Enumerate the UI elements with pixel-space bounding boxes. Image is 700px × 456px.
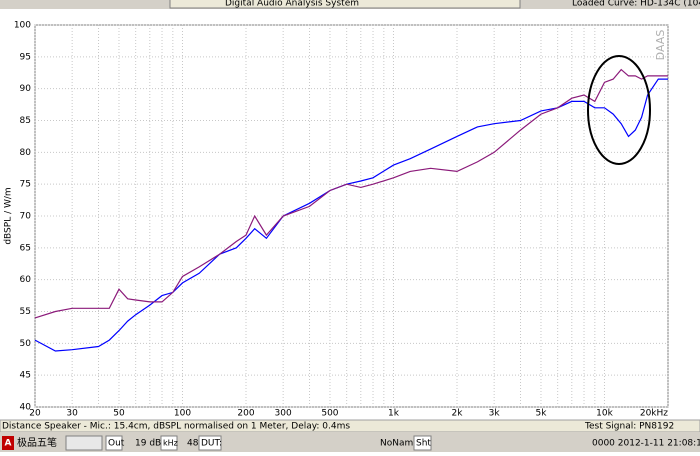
y-tick-label: 75 bbox=[20, 180, 31, 190]
highlight-ellipse bbox=[587, 55, 651, 165]
ime-name: 极品五笔 bbox=[17, 436, 57, 449]
y-tick-label: 40 bbox=[20, 403, 32, 413]
y-tick-label: 45 bbox=[20, 371, 31, 381]
ime-buttons[interactable] bbox=[65, 435, 103, 451]
ime-icon[interactable] bbox=[2, 436, 14, 450]
y-axis-label: dBSPL / W/m bbox=[4, 187, 14, 244]
x-tick-label: 2k bbox=[452, 409, 464, 419]
x-tick-label: 5k bbox=[535, 409, 547, 419]
y-tick-label: 50 bbox=[20, 339, 32, 349]
x-tick-label: 20kHz bbox=[640, 409, 668, 419]
x-tick-label: 100 bbox=[174, 409, 191, 419]
x-tick-label: 300 bbox=[275, 409, 292, 419]
y-tick-label: 55 bbox=[20, 307, 31, 317]
x-tick-label: 1k bbox=[388, 409, 400, 419]
out-button[interactable] bbox=[105, 435, 123, 451]
y-tick-label: 100 bbox=[14, 21, 31, 31]
dut-button[interactable] bbox=[198, 435, 222, 451]
dut: DUT: bbox=[201, 439, 222, 449]
out-label: Out bbox=[108, 439, 125, 449]
level: 19 dB bbox=[135, 439, 161, 449]
y-tick-label: 85 bbox=[20, 116, 31, 126]
sht-button[interactable] bbox=[413, 435, 432, 451]
status-info: Distance Speaker - Mic.: 15.4cm, dBSPL n… bbox=[2, 422, 350, 432]
x-tick-label: 20 bbox=[29, 409, 41, 419]
test-signal: Test Signal: PN8192 bbox=[584, 422, 674, 432]
y-tick-label: 65 bbox=[20, 243, 31, 253]
ime-icon-label: A bbox=[5, 439, 12, 449]
x-tick-label: 10k bbox=[596, 409, 613, 419]
chart: 40 45 50 55 60 65 70 75 80 85 90 95 100 20 30 50 100 200 3… bbox=[14, 21, 669, 419]
unit: kHz bbox=[163, 439, 178, 448]
y-tick-label: 90 bbox=[20, 84, 32, 94]
x-tick-label: 200 bbox=[237, 409, 254, 419]
x-tick-label: 30 bbox=[66, 409, 78, 419]
loaded-curve: Loaded Curve: HD-134C (1045) bbox=[572, 0, 700, 9]
sht: Sht bbox=[416, 439, 431, 449]
y-tick-label: 95 bbox=[20, 52, 31, 62]
series-line bbox=[34, 68, 668, 319]
x-tick-label: 3k bbox=[489, 409, 501, 419]
watermark: DAAS bbox=[654, 30, 667, 61]
x-tick-label: 50 bbox=[113, 409, 125, 419]
dut-name: NoName bbox=[380, 439, 419, 449]
rate: 48 bbox=[187, 439, 199, 449]
y-tick-label: 60 bbox=[20, 275, 32, 285]
series-line bbox=[34, 78, 668, 352]
unit-button[interactable] bbox=[160, 435, 178, 451]
x-tick-label: 500 bbox=[321, 409, 338, 419]
title-box bbox=[169, 0, 521, 9]
timestamp: 0000 2012-1-11 21:08:19 bbox=[592, 439, 700, 449]
window-title: Digital Audio Analysis System bbox=[225, 0, 359, 9]
y-tick-label: 80 bbox=[20, 148, 32, 158]
y-tick-label: 70 bbox=[20, 212, 32, 222]
